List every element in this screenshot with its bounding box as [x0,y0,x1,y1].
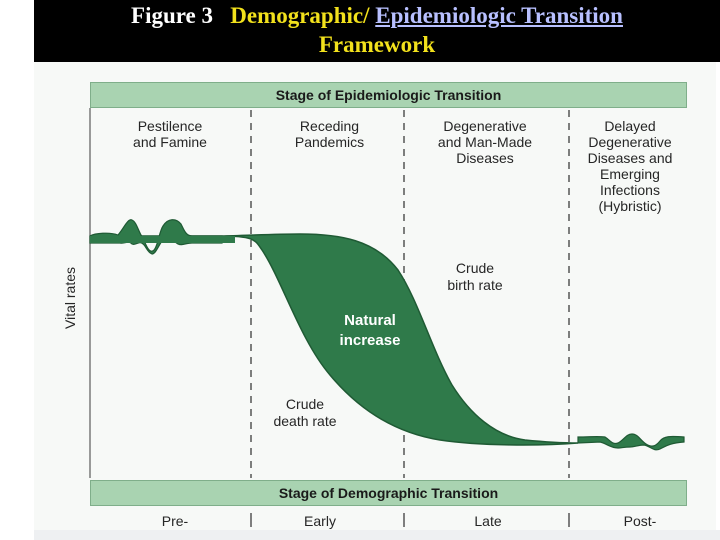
pre-transition-rates-band [89,219,223,255]
natural-increase-label: Natural increase [339,312,401,349]
figure-label: Figure 3 [131,3,213,28]
demographic-stage-header: Stage of Demographic Transition [90,480,687,506]
slide-title-line-2: Framework [34,32,720,58]
demo-stage-label-pre: Pre- [161,513,189,529]
demo-stage-label-early: Early [304,513,336,529]
slide-title-bar: Figure 3 Demographic/ Epidemiologic Tran… [34,0,720,62]
epi-stage-label-degenerative: Degenerative and Man-Made Diseases [437,118,533,166]
death-rate-label: Crude death rate [273,396,337,429]
post-transition-rates-band [577,433,685,451]
demo-stage-label-late: Late [474,513,502,529]
natural-increase-area [90,233,579,446]
epi-stage-label-receding: Receding Pandemics [294,118,365,150]
title-framework: Framework [318,32,436,57]
birth-rate-label: Crude birth rate [447,260,503,293]
title-epidemiologic-link[interactable]: Epidemiologic Transition [375,3,623,28]
demo-stage-label-post: Post- [623,513,657,529]
pre-transition-band-fill [90,236,235,243]
y-axis-label: Vital rates [62,267,78,329]
slide-title-line-1: Figure 3 Demographic/ Epidemiologic Tran… [34,3,720,29]
slide-left-margin [0,0,34,540]
epi-stage-label-delayed: Delayed Degenerative Diseases and Emergi… [587,118,673,214]
slide-bottom-strip [34,530,720,540]
title-demographic: Demographic/ [230,3,370,28]
epidemiologic-stage-header: Stage of Epidemiologic Transition [90,82,687,108]
epi-stage-label-pestilence: Pestilence and Famine [133,118,207,150]
